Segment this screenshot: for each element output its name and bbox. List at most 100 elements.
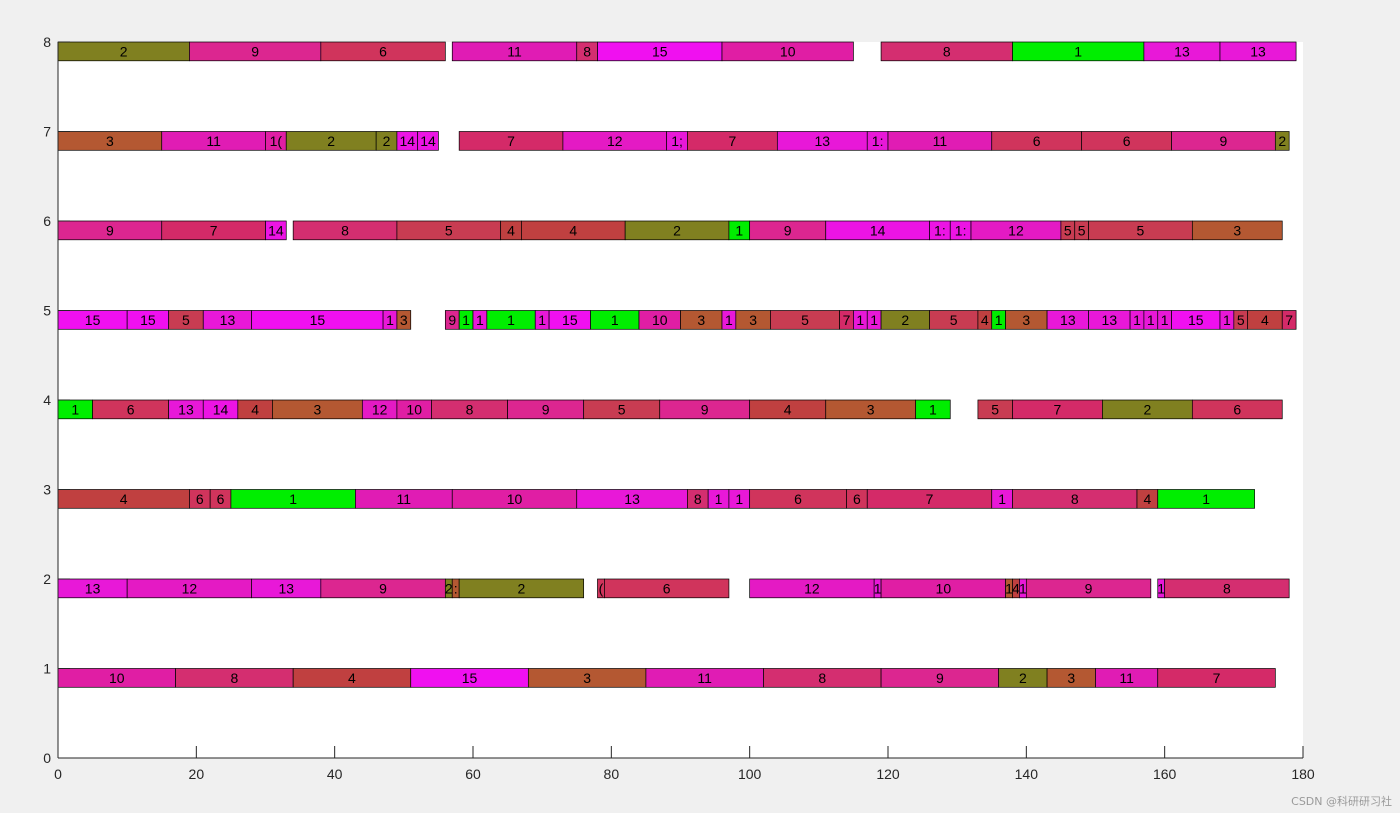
op-label: 4 — [1261, 312, 1269, 328]
op-label: 6 — [794, 491, 802, 507]
op-label: 9 — [1220, 133, 1228, 149]
op-label: 2 — [327, 133, 335, 149]
op-label: 4 — [251, 401, 259, 417]
watermark: CSDN @科研研习社 — [1291, 795, 1392, 808]
x-tick-label: 180 — [1291, 766, 1315, 782]
op-label: 7 — [1213, 670, 1221, 686]
op-label: 5 — [618, 401, 626, 417]
x-tick-label: 20 — [189, 766, 205, 782]
y-tick-label: 1 — [43, 661, 51, 677]
op-label: 13 — [1102, 312, 1118, 328]
op-bar-m4-job1 — [915, 399, 951, 420]
x-tick-label: 40 — [327, 766, 343, 782]
x-tick-label: 0 — [54, 766, 62, 782]
op-label: 2 — [901, 312, 909, 328]
op-label: 1 — [1147, 312, 1155, 328]
op-label: 11 — [933, 133, 948, 149]
op-label: 1 — [476, 312, 484, 328]
op-bar-m2-job6 — [604, 578, 730, 599]
x-tick-label: 140 — [1015, 766, 1039, 782]
op-label: 13 — [178, 401, 194, 417]
op-label: 4 — [507, 222, 515, 238]
op-label: 14 — [400, 133, 416, 149]
op-label: 1 — [929, 401, 937, 417]
op-label: 13 — [85, 580, 101, 596]
op-label: 14 — [213, 401, 229, 417]
op-label: 9 — [379, 580, 387, 596]
op-bar-m4-job6 — [1191, 399, 1283, 420]
y-tick-label: 6 — [43, 213, 51, 229]
op-label: 9 — [251, 43, 259, 59]
op-label: 10 — [936, 580, 952, 596]
op-label: 3 — [749, 312, 757, 328]
op-label: 6 — [853, 491, 861, 507]
op-bar-m6-job14 — [265, 220, 287, 241]
op-label: 1 — [874, 580, 882, 596]
op-label: 9 — [701, 401, 709, 417]
op-label: 1; — [671, 133, 683, 149]
op-label: 1 — [289, 491, 297, 507]
op-label: 14 — [268, 222, 284, 238]
op-label: 1 — [715, 491, 723, 507]
op-label: 4 — [1012, 580, 1020, 596]
op-label: 14 — [870, 222, 886, 238]
op-label: 1 — [538, 312, 546, 328]
y-tick-label: 5 — [43, 303, 51, 319]
op-label: 12 — [1008, 222, 1024, 238]
op-label: 11 — [697, 670, 712, 686]
op-label: 10 — [406, 401, 422, 417]
op-label: 13 — [278, 580, 294, 596]
op-label: 10 — [652, 312, 668, 328]
op-label: 15 — [310, 312, 326, 328]
op-label: 11 — [507, 43, 522, 59]
op-label: 1 — [856, 312, 864, 328]
op-label: 1 — [1074, 43, 1082, 59]
op-bar-m6-job3 — [1191, 220, 1283, 241]
op-label: 1 — [1157, 580, 1165, 596]
op-label: 6 — [1033, 133, 1041, 149]
op-label: 7 — [1054, 401, 1062, 417]
y-tick-label: 8 — [43, 34, 51, 50]
op-label: 4 — [784, 401, 792, 417]
op-label: 15 — [462, 670, 478, 686]
op-label: 9 — [936, 670, 944, 686]
op-label: 12 — [607, 133, 623, 149]
op-label: 5 — [1137, 222, 1145, 238]
op-bar-m8-job10 — [721, 41, 854, 62]
x-tick-label: 100 — [738, 766, 762, 782]
op-label: 6 — [663, 580, 671, 596]
op-label: 11 — [206, 133, 221, 149]
op-label: 4 — [569, 222, 577, 238]
op-label: 6 — [217, 491, 225, 507]
op-label: 1 — [611, 312, 619, 328]
op-label: 5 — [445, 222, 453, 238]
op-label: 1 — [1019, 580, 1027, 596]
x-tick-label: 80 — [604, 766, 620, 782]
op-label: 1( — [270, 133, 283, 149]
op-bar-m1-job7 — [1157, 668, 1276, 688]
op-label: 7 — [1285, 312, 1293, 328]
op-label: 8 — [230, 670, 238, 686]
op-bar-m7-job2 — [1274, 131, 1290, 151]
op-label: 2 — [383, 133, 391, 149]
op-label: 3 — [400, 312, 408, 328]
op-label: 8 — [1223, 580, 1231, 596]
op-label: 2 — [1278, 133, 1286, 149]
op-label: 3 — [1067, 670, 1075, 686]
op-label: 15 — [562, 312, 578, 328]
op-label: 5 — [801, 312, 809, 328]
op-label: 13 — [624, 491, 640, 507]
op-label: 2 — [120, 43, 128, 59]
x-tick-label: 60 — [465, 766, 481, 782]
op-label: 8 — [466, 401, 474, 417]
op-bar-m2-job2 — [458, 578, 585, 599]
op-label: 3 — [867, 401, 875, 417]
op-label: 3 — [1022, 312, 1030, 328]
op-bar-m8-job13 — [1219, 41, 1297, 62]
op-label: 1 — [998, 491, 1006, 507]
op-label: 5 — [950, 312, 958, 328]
y-tick-label: 3 — [43, 482, 51, 498]
op-label: 2 — [673, 222, 681, 238]
op-label: 1 — [1161, 312, 1169, 328]
